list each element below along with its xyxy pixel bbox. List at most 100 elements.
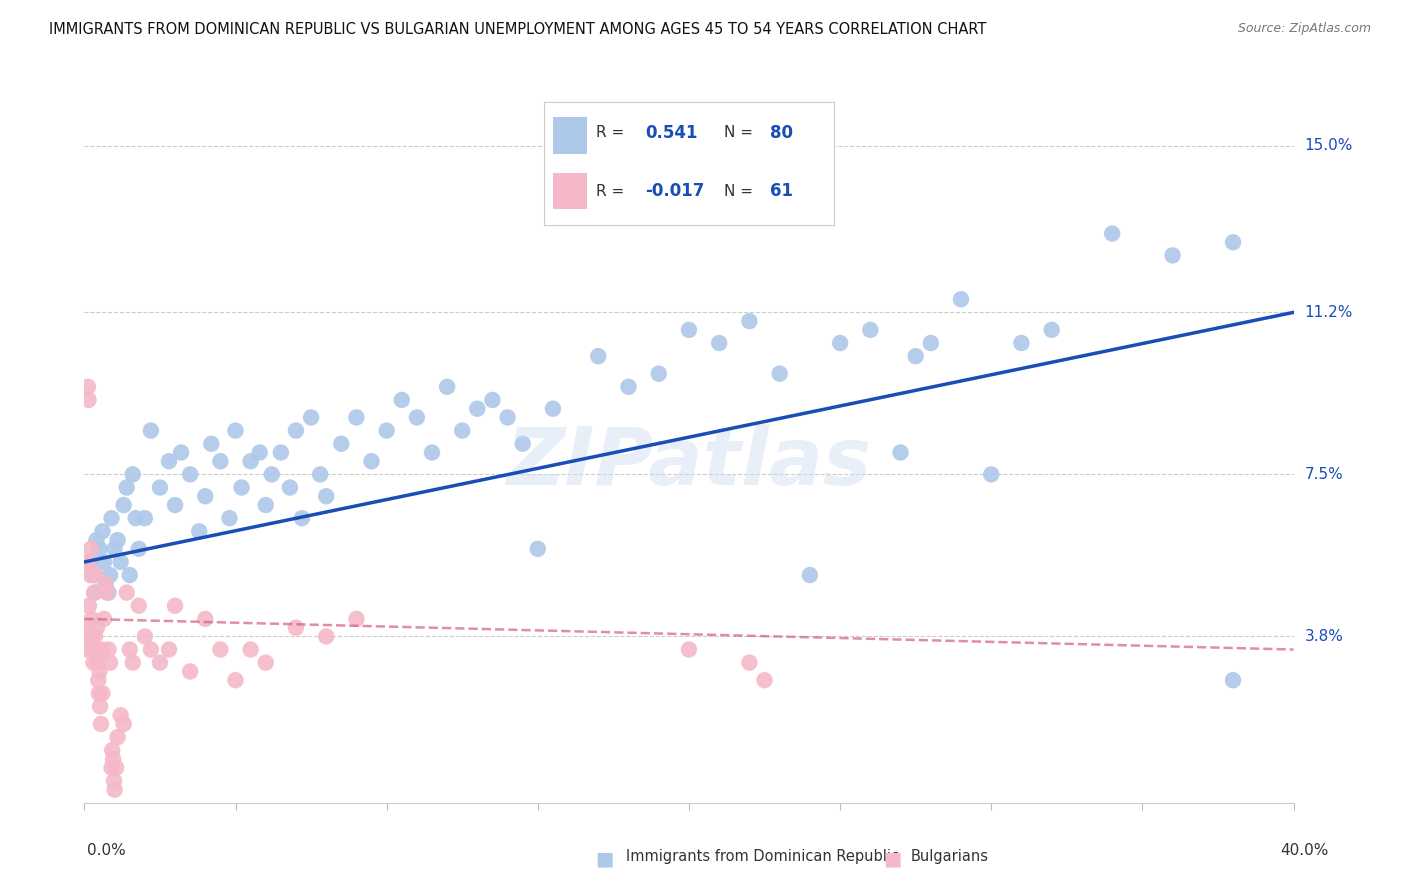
Point bbox=[920, 336, 942, 351]
Point bbox=[100, 511, 122, 525]
Point bbox=[89, 699, 111, 714]
Point bbox=[98, 568, 121, 582]
Point bbox=[285, 621, 308, 635]
Text: 40.0%: 40.0% bbox=[1281, 843, 1329, 858]
Point bbox=[105, 761, 128, 775]
Point bbox=[890, 445, 912, 459]
Point bbox=[103, 773, 125, 788]
Point bbox=[278, 481, 301, 495]
Point bbox=[225, 424, 247, 438]
Point bbox=[617, 380, 640, 394]
Point bbox=[112, 498, 135, 512]
Point bbox=[678, 323, 700, 337]
Point bbox=[209, 454, 232, 468]
Point bbox=[950, 292, 973, 306]
Point bbox=[254, 656, 277, 670]
Point bbox=[859, 323, 882, 337]
Point bbox=[678, 642, 700, 657]
Text: Bulgarians: Bulgarians bbox=[911, 849, 988, 864]
Point bbox=[391, 392, 413, 407]
Point bbox=[738, 314, 761, 328]
Point bbox=[91, 524, 114, 539]
Point bbox=[118, 568, 141, 582]
Point bbox=[406, 410, 429, 425]
Point bbox=[86, 656, 108, 670]
Point bbox=[128, 599, 150, 613]
Point bbox=[239, 642, 262, 657]
Point bbox=[799, 568, 821, 582]
Point bbox=[93, 555, 115, 569]
Point bbox=[82, 642, 104, 657]
Text: 3.8%: 3.8% bbox=[1305, 629, 1344, 644]
Point bbox=[84, 585, 107, 599]
Point bbox=[125, 511, 148, 525]
Point bbox=[1011, 336, 1033, 351]
Point bbox=[588, 349, 610, 363]
Point bbox=[1161, 248, 1184, 262]
Point bbox=[97, 585, 120, 599]
Point bbox=[82, 656, 104, 670]
Text: Immigrants from Dominican Republic: Immigrants from Dominican Republic bbox=[626, 849, 898, 864]
Point bbox=[104, 541, 127, 556]
Point bbox=[139, 424, 162, 438]
Point bbox=[179, 665, 201, 679]
Point bbox=[557, 192, 579, 206]
Point bbox=[769, 367, 792, 381]
Point bbox=[179, 467, 201, 482]
Point bbox=[79, 568, 101, 582]
Text: 15.0%: 15.0% bbox=[1305, 138, 1353, 153]
Point bbox=[315, 629, 337, 643]
Text: 0.0%: 0.0% bbox=[87, 843, 127, 858]
Point bbox=[420, 445, 443, 459]
Point bbox=[90, 717, 112, 731]
Point bbox=[101, 743, 124, 757]
Point bbox=[110, 555, 132, 569]
Text: 11.2%: 11.2% bbox=[1305, 305, 1353, 320]
Point bbox=[188, 524, 211, 539]
Point bbox=[115, 481, 138, 495]
Point bbox=[104, 782, 127, 797]
Point bbox=[77, 599, 100, 613]
Point bbox=[87, 686, 110, 700]
Point bbox=[270, 445, 292, 459]
Point bbox=[84, 568, 107, 582]
Point bbox=[1101, 227, 1123, 241]
Point bbox=[309, 467, 332, 482]
Point bbox=[285, 424, 308, 438]
Point bbox=[100, 761, 122, 775]
Point bbox=[101, 752, 124, 766]
Point bbox=[239, 454, 262, 468]
Point bbox=[96, 585, 118, 599]
Point bbox=[86, 642, 108, 657]
Point bbox=[149, 481, 172, 495]
Point bbox=[330, 436, 353, 450]
Point bbox=[541, 401, 564, 416]
Text: Source: ZipAtlas.com: Source: ZipAtlas.com bbox=[1237, 22, 1371, 36]
Point bbox=[82, 568, 104, 582]
Point bbox=[76, 555, 98, 569]
Point bbox=[467, 401, 489, 416]
Point bbox=[86, 533, 108, 547]
Point bbox=[94, 577, 117, 591]
Point bbox=[89, 665, 111, 679]
Point bbox=[139, 642, 162, 657]
Point bbox=[128, 541, 150, 556]
Text: ■: ■ bbox=[595, 849, 614, 868]
Point bbox=[194, 612, 217, 626]
Point bbox=[94, 577, 117, 591]
Point bbox=[260, 467, 283, 482]
Point bbox=[121, 467, 143, 482]
Point bbox=[527, 541, 550, 556]
Point bbox=[299, 410, 322, 425]
Point bbox=[121, 656, 143, 670]
Point bbox=[77, 392, 100, 407]
Point bbox=[165, 599, 187, 613]
Point bbox=[496, 410, 519, 425]
Point bbox=[481, 392, 503, 407]
Point bbox=[249, 445, 271, 459]
Point bbox=[107, 533, 129, 547]
Point bbox=[254, 498, 277, 512]
Point bbox=[1222, 235, 1244, 250]
Point bbox=[512, 436, 534, 450]
Point bbox=[91, 686, 114, 700]
